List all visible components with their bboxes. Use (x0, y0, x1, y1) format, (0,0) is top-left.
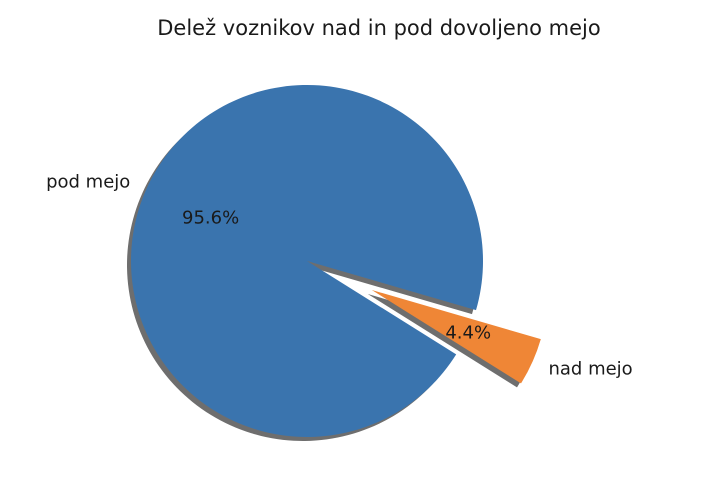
pie-category-label: pod mejo (46, 171, 130, 192)
chart-title: Delež voznikov nad in pod dovoljeno mejo (157, 16, 601, 40)
pie-slice-pod-mejo (131, 84, 483, 438)
pie-slice-layer (131, 84, 541, 438)
pie-slice-nad-mejo (371, 290, 541, 384)
pie-category-label: nad mejo (548, 359, 632, 380)
pie-percent-label: 95.6% (182, 207, 239, 228)
pie-label-layer: 95.6% pod mejo 4.4% nad mejo (46, 171, 633, 379)
pie-percent-label: 4.4% (445, 323, 491, 344)
